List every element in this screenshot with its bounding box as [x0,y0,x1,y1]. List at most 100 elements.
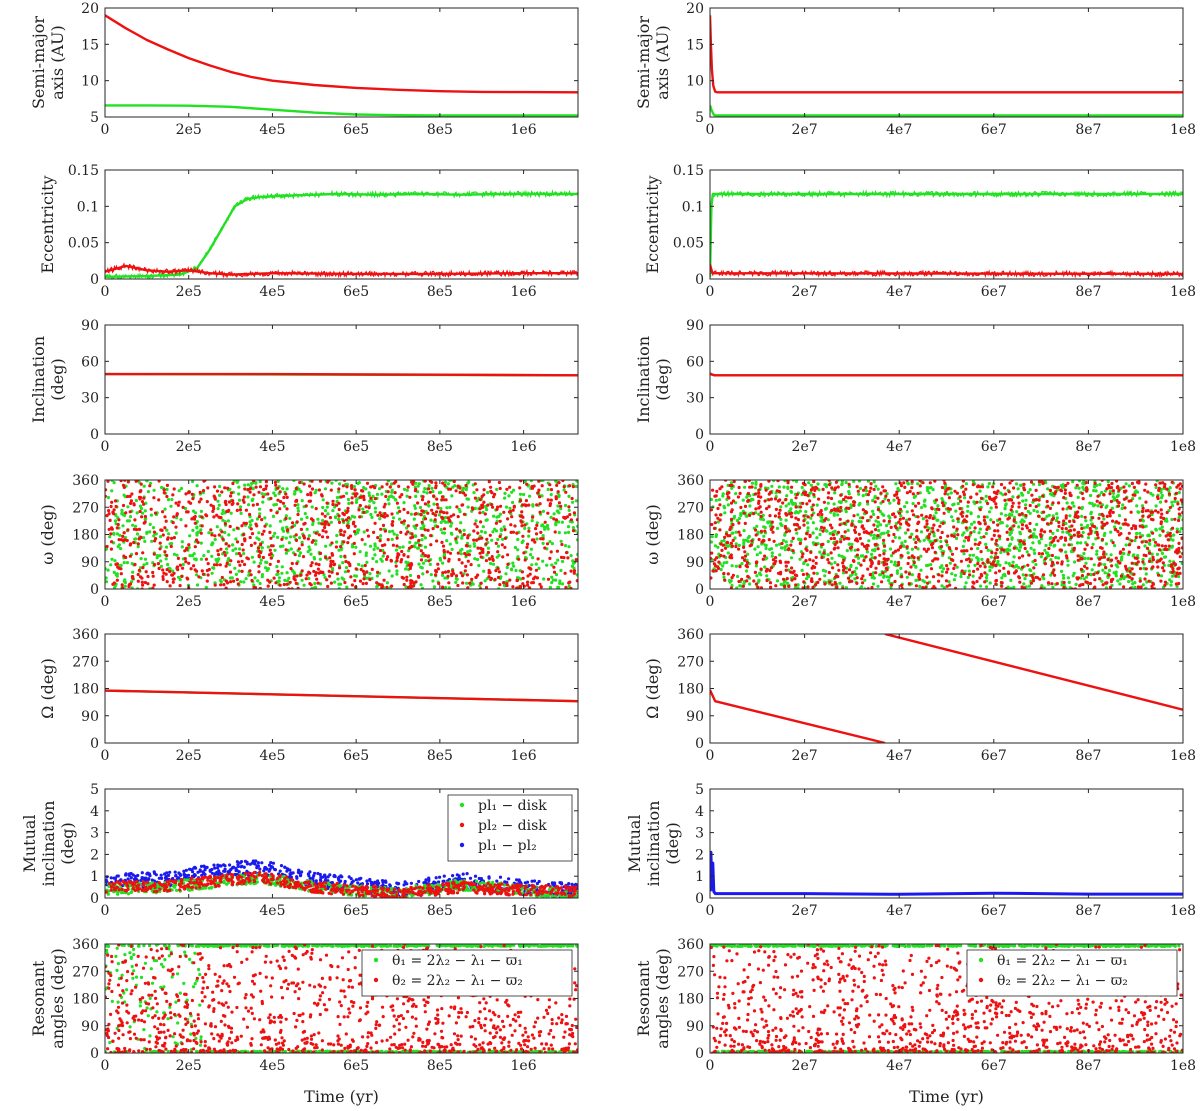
scatter-point [857,480,861,483]
scatter-point [523,558,527,562]
scatter-point [1164,544,1168,548]
scatter-point [814,561,818,565]
scatter-point [572,569,577,573]
scatter-point [869,572,873,576]
scatter-point [721,492,725,496]
scatter-point [759,514,763,519]
scatter-point [1178,571,1182,576]
scatter-point [735,586,739,589]
scatter-point [1123,506,1127,510]
scatter-point [943,481,947,485]
scatter-point [902,481,906,485]
scatter-point [914,504,918,508]
x-tick-label: 6e5 [343,284,369,300]
scatter-point [477,563,481,568]
scatter-point [849,563,853,567]
scatter-point [284,492,288,496]
scatter-point [327,523,331,527]
scatter-point [468,549,472,553]
scatter-point [929,567,934,571]
scatter-point [249,527,253,531]
scatter-point [999,512,1004,516]
scatter-point [867,539,871,543]
scatter-point [1159,574,1164,578]
scatter-point [962,539,967,543]
scatter-point [745,558,749,562]
scatter-point [390,523,395,527]
scatter-point [569,586,573,589]
scatter-point [978,576,982,580]
scatter-point [1088,581,1092,586]
scatter-point [436,506,440,510]
scatter-point [793,502,798,506]
scatter-point [1007,562,1011,566]
scatter-point [162,491,166,495]
scatter-point [480,529,484,534]
scatter-point [362,486,366,490]
scatter-point [1012,555,1016,559]
y-tick-label: 0.1 [682,199,704,215]
scatter-point [1116,529,1120,534]
scatter-point [325,578,329,582]
scatter-point [801,552,805,556]
scatter-point [905,491,910,495]
scatter-point [947,509,951,514]
scatter-point [798,541,802,546]
scatter-point [541,509,546,513]
scatter-point [753,570,758,575]
scatter-point [530,563,534,567]
scatter-point [718,503,722,507]
scatter-point [1098,501,1102,505]
scatter-point [255,517,259,521]
scatter-point [1135,480,1140,484]
scatter-point [979,535,983,540]
scatter-point [568,484,572,488]
scatter-point [535,537,539,541]
scatter-point [900,575,904,579]
scatter-point [759,573,763,577]
scatter-point [287,541,291,545]
scatter-point [217,533,221,537]
scatter-point [500,543,504,547]
scatter-point [937,573,941,577]
scatter-point [960,510,964,514]
scatter-point [777,515,781,519]
scatter-point [514,568,518,573]
scatter-point [996,555,1000,560]
scatter-point [737,516,742,521]
scatter-point [153,563,157,567]
scatter-point [125,538,129,543]
scatter-point [520,510,524,514]
scatter-point [858,486,863,491]
scatter-point [1168,534,1172,538]
scatter-point [734,544,738,549]
scatter-point [950,534,954,538]
scatter-point [223,553,227,557]
scatter-point [1177,512,1181,516]
y-tick-label: 15 [81,37,99,53]
scatter-point [189,501,193,505]
scatter-point [260,546,264,550]
scatter-point [446,516,450,520]
scatter-point [271,514,276,519]
scatter-point [177,500,181,504]
scatter-point [523,526,527,531]
scatter-point [1054,535,1058,539]
scatter-point [768,514,772,518]
scatter-point [337,548,341,552]
scatter-point [1095,549,1099,553]
scatter-point [269,536,273,540]
scatter-point [742,582,746,586]
plot-area [105,170,578,279]
scatter-point [124,555,128,560]
scatter-point [878,553,882,557]
scatter-point [1103,531,1107,536]
scatter-point [440,515,444,519]
scatter-point [961,533,965,537]
scatter-point [791,502,795,506]
scatter-point [1109,486,1114,490]
scatter-point [854,572,858,577]
scatter-point [340,576,344,580]
